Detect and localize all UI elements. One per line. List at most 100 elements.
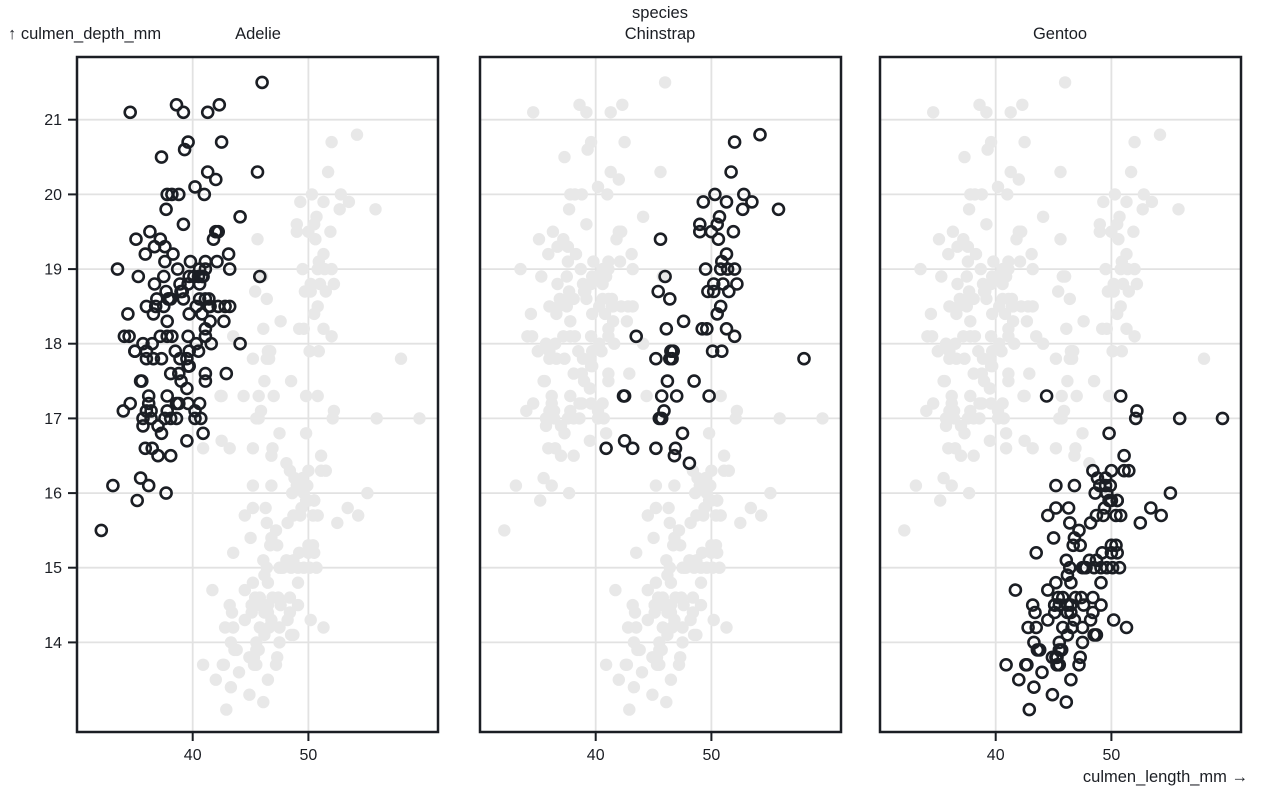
dot-gentoo (1094, 575, 1108, 590)
dot-excluded (269, 524, 283, 537)
dot-gentoo (1144, 501, 1158, 515)
dot-chinstrap (659, 321, 674, 336)
dot-adelie (165, 187, 179, 202)
dot-excluded (709, 509, 723, 522)
dot-excluded (586, 270, 599, 283)
dot-excluded (601, 188, 614, 201)
dot-gentoo (1082, 553, 1097, 568)
dot-excluded (567, 449, 580, 462)
dot-gentoo (1027, 680, 1041, 695)
dot-excluded (586, 359, 599, 373)
dot-gentoo (1102, 493, 1116, 508)
dot-excluded (995, 345, 1008, 358)
dot-adelie (198, 262, 213, 276)
dot-excluded (636, 210, 650, 223)
dot-excluded (520, 404, 533, 418)
x-tick-label: 50 (703, 747, 721, 764)
dot-adelie (182, 307, 196, 321)
y-tick-label: 21 (44, 112, 62, 129)
dot-excluded (1061, 374, 1074, 388)
dot-chinstrap (654, 389, 669, 403)
dot-chinstrap (724, 165, 738, 179)
dot-excluded (297, 322, 310, 335)
dot-excluded (261, 576, 275, 589)
dot-gentoo (1027, 635, 1041, 650)
y-tick-label: 16 (44, 486, 62, 503)
dot-gentoo (1064, 575, 1078, 590)
dot-adelie (233, 336, 247, 351)
dot-excluded (532, 233, 546, 246)
dot-excluded (299, 389, 313, 403)
x-axis-label: culmen_length_mm → (1082, 768, 1248, 786)
dot-excluded (714, 389, 727, 403)
dot-adelie (141, 389, 156, 403)
dot-gentoo (1063, 516, 1077, 530)
dot-excluded (1004, 106, 1017, 119)
dot-excluded (937, 471, 950, 485)
dot-adelie (163, 411, 178, 426)
dot-excluded (599, 658, 613, 671)
dot-adelie (106, 478, 120, 493)
dot-excluded (595, 345, 608, 358)
dot-excluded (980, 292, 993, 306)
dot-gentoo (1075, 635, 1090, 650)
dot-excluded (612, 673, 625, 686)
dot-excluded (238, 583, 251, 597)
dot-gentoo (1083, 516, 1098, 530)
dot-adelie (147, 277, 162, 291)
dot-excluded (1001, 188, 1014, 201)
dot-excluded (987, 255, 1000, 268)
dot-excluded (303, 345, 316, 358)
dot-chinstrap (660, 374, 675, 388)
dot-excluded (707, 613, 720, 627)
y-tick-label: 20 (44, 187, 62, 204)
facet-frame (75, 55, 440, 734)
dot-excluded (1049, 442, 1063, 455)
facet-gentoo: 40 50 (878, 55, 1243, 764)
dot-excluded (974, 262, 987, 276)
dot-chinstrap (719, 195, 734, 209)
dot-excluded (958, 427, 971, 440)
dot-adelie (160, 404, 174, 418)
dot-gentoo (1022, 702, 1037, 717)
dot-excluded (573, 397, 586, 410)
dot-excluded (668, 479, 681, 492)
dot-adelie (94, 523, 109, 538)
dot-excluded (291, 561, 305, 574)
dot-gentoo (1049, 501, 1063, 515)
dot-excluded (609, 583, 622, 597)
dot-gentoo (1163, 486, 1178, 500)
dot-adelie (174, 374, 188, 388)
dot-excluded (583, 434, 597, 447)
dot-chinstrap (662, 351, 677, 366)
dot-adelie (200, 165, 215, 179)
dot-excluded (1063, 352, 1077, 365)
dot-excluded (968, 188, 982, 201)
dot-excluded (999, 442, 1013, 455)
dot-adelie (214, 135, 229, 149)
dot-excluded (246, 576, 260, 589)
dot-gentoo (1028, 605, 1042, 620)
dot-excluded (630, 546, 643, 559)
dot-excluded (542, 442, 555, 455)
dot-chinstrap (625, 441, 640, 456)
dot-excluded (310, 561, 323, 574)
dot-excluded (597, 412, 610, 425)
dot-excluded (243, 688, 256, 701)
dot-excluded (299, 427, 313, 440)
dot-gentoo (1049, 575, 1063, 590)
dot-excluded (691, 471, 704, 485)
dot-excluded (991, 180, 1005, 194)
dot-adelie (176, 217, 191, 232)
dot-excluded (1020, 315, 1034, 328)
dot-excluded (942, 442, 955, 455)
dot-adelie (154, 426, 169, 441)
dot-excluded (596, 397, 609, 410)
dot-excluded (237, 389, 250, 403)
dot-adelie (211, 224, 225, 239)
dot-excluded (224, 636, 238, 649)
dot-excluded (649, 479, 663, 492)
dot-excluded (1130, 277, 1144, 291)
dot-excluded (567, 367, 580, 380)
dot-excluded (525, 330, 539, 343)
